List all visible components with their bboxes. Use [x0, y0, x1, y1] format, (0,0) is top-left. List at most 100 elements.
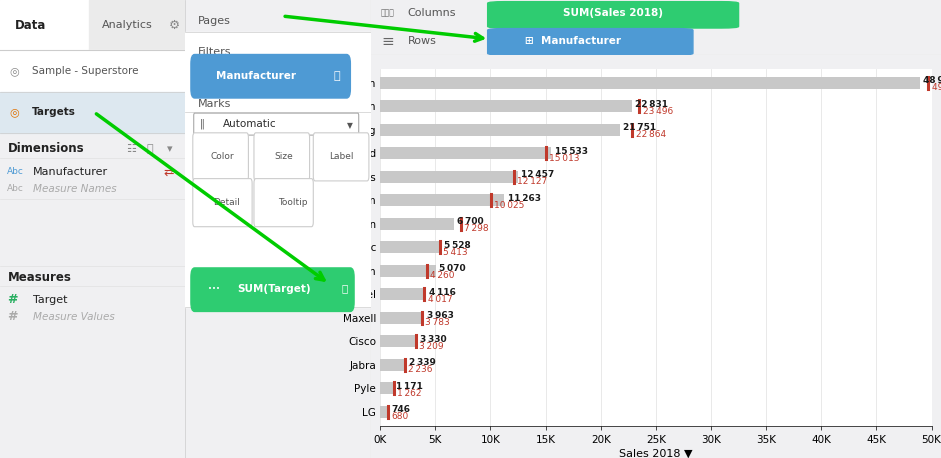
FancyBboxPatch shape: [487, 2, 739, 28]
FancyBboxPatch shape: [193, 179, 252, 227]
Bar: [0, 0, 89, 50]
Bar: [0, 50, 185, 92]
Text: 3 963: 3 963: [427, 311, 455, 321]
Bar: [380, 194, 504, 207]
Text: Label: Label: [328, 153, 353, 161]
Bar: [380, 335, 417, 348]
Text: ≡: ≡: [381, 34, 393, 49]
Text: 3 330: 3 330: [421, 335, 447, 344]
Text: Abc: Abc: [8, 184, 24, 193]
Text: 1 171: 1 171: [396, 382, 423, 391]
Text: •••: •••: [208, 285, 219, 292]
Text: 680: 680: [391, 412, 408, 421]
Text: 6 700: 6 700: [457, 218, 484, 226]
Bar: [380, 76, 920, 89]
Text: 12 127: 12 127: [518, 177, 548, 186]
Text: 3 783: 3 783: [425, 318, 450, 327]
Bar: [380, 312, 423, 324]
Text: 2 339: 2 339: [409, 359, 436, 367]
Text: 5 528: 5 528: [444, 241, 471, 250]
Bar: [380, 171, 518, 183]
Text: 48 940: 48 940: [923, 76, 941, 86]
X-axis label: Sales 2018 ▼: Sales 2018 ▼: [619, 449, 693, 458]
Text: Sample - Superstore: Sample - Superstore: [31, 66, 138, 76]
Text: Size: Size: [274, 153, 293, 161]
Text: #: #: [8, 311, 18, 323]
Bar: [89, 0, 185, 50]
Bar: [380, 241, 441, 253]
Text: 2 236: 2 236: [408, 365, 433, 374]
Text: #: #: [8, 294, 18, 306]
Text: 15 533: 15 533: [555, 147, 588, 156]
Text: Pages: Pages: [199, 16, 231, 26]
Text: 11 263: 11 263: [508, 194, 541, 203]
Text: Data: Data: [15, 19, 46, 32]
Bar: [380, 100, 632, 112]
Text: ⌕: ⌕: [147, 144, 153, 154]
Text: 5 070: 5 070: [439, 264, 466, 273]
Text: SUM(Sales 2018): SUM(Sales 2018): [563, 8, 663, 18]
FancyBboxPatch shape: [193, 133, 248, 181]
Text: 4 017: 4 017: [428, 294, 453, 304]
Text: 1 262: 1 262: [397, 388, 422, 398]
FancyBboxPatch shape: [313, 133, 369, 181]
Text: Rows: Rows: [407, 36, 437, 46]
Text: 746: 746: [391, 405, 410, 414]
Text: 21 751: 21 751: [623, 123, 657, 132]
Text: ⇄: ⇄: [163, 165, 174, 178]
Text: Measure Names: Measure Names: [33, 184, 117, 194]
Text: Color: Color: [211, 153, 234, 161]
Text: 22 864: 22 864: [635, 130, 665, 139]
Bar: [380, 218, 455, 230]
FancyBboxPatch shape: [194, 113, 359, 135]
Text: Tooltip: Tooltip: [279, 198, 308, 207]
Text: ◎: ◎: [9, 66, 19, 76]
FancyBboxPatch shape: [254, 133, 310, 181]
Text: ⧉: ⧉: [341, 284, 347, 294]
Bar: [380, 265, 436, 277]
Text: ⚙: ⚙: [168, 19, 180, 32]
Text: Measures: Measures: [8, 271, 72, 284]
Bar: [380, 147, 551, 159]
Text: Measure Values: Measure Values: [33, 312, 115, 322]
Bar: [185, 32, 371, 96]
Text: Manufacturer: Manufacturer: [215, 71, 295, 81]
Bar: [380, 382, 393, 394]
Text: ≡: ≡: [681, 35, 692, 48]
Text: 5 413: 5 413: [443, 247, 468, 256]
Text: Marks: Marks: [199, 99, 231, 109]
Text: 15 013: 15 013: [549, 153, 580, 163]
Text: 4 260: 4 260: [430, 271, 455, 280]
Bar: [380, 359, 406, 371]
Text: 22 831: 22 831: [635, 100, 668, 109]
Text: ▼: ▼: [346, 120, 353, 130]
Text: Columns: Columns: [407, 8, 456, 18]
Text: 7 298: 7 298: [464, 224, 488, 233]
Text: ⧉: ⧉: [334, 71, 341, 81]
Text: Manufacturer: Manufacturer: [33, 167, 108, 177]
Text: ☰☰☰: ☰☰☰: [381, 9, 395, 18]
FancyBboxPatch shape: [254, 179, 313, 227]
Text: Targets: Targets: [31, 107, 75, 117]
Text: 10 025: 10 025: [494, 201, 524, 209]
Text: Dimensions: Dimensions: [8, 142, 84, 155]
Text: 12 457: 12 457: [521, 170, 554, 180]
Text: Abc: Abc: [8, 167, 24, 176]
Text: Target: Target: [33, 295, 68, 305]
Text: ☷: ☷: [126, 144, 136, 154]
Text: SUM(Target): SUM(Target): [237, 284, 311, 294]
FancyBboxPatch shape: [487, 28, 693, 55]
Text: ▾: ▾: [167, 144, 172, 154]
Text: 23 496: 23 496: [643, 107, 673, 115]
FancyBboxPatch shape: [191, 55, 350, 98]
Text: Analytics: Analytics: [102, 20, 152, 30]
Text: ⊞  Manufacturer: ⊞ Manufacturer: [525, 36, 621, 46]
Bar: [380, 124, 620, 136]
Bar: [380, 288, 425, 300]
Bar: [0, 92, 185, 133]
FancyBboxPatch shape: [191, 268, 354, 311]
Text: 3 209: 3 209: [419, 342, 443, 350]
Text: ‖: ‖: [200, 119, 205, 129]
Bar: [380, 406, 389, 418]
Text: 4 116: 4 116: [429, 288, 455, 297]
